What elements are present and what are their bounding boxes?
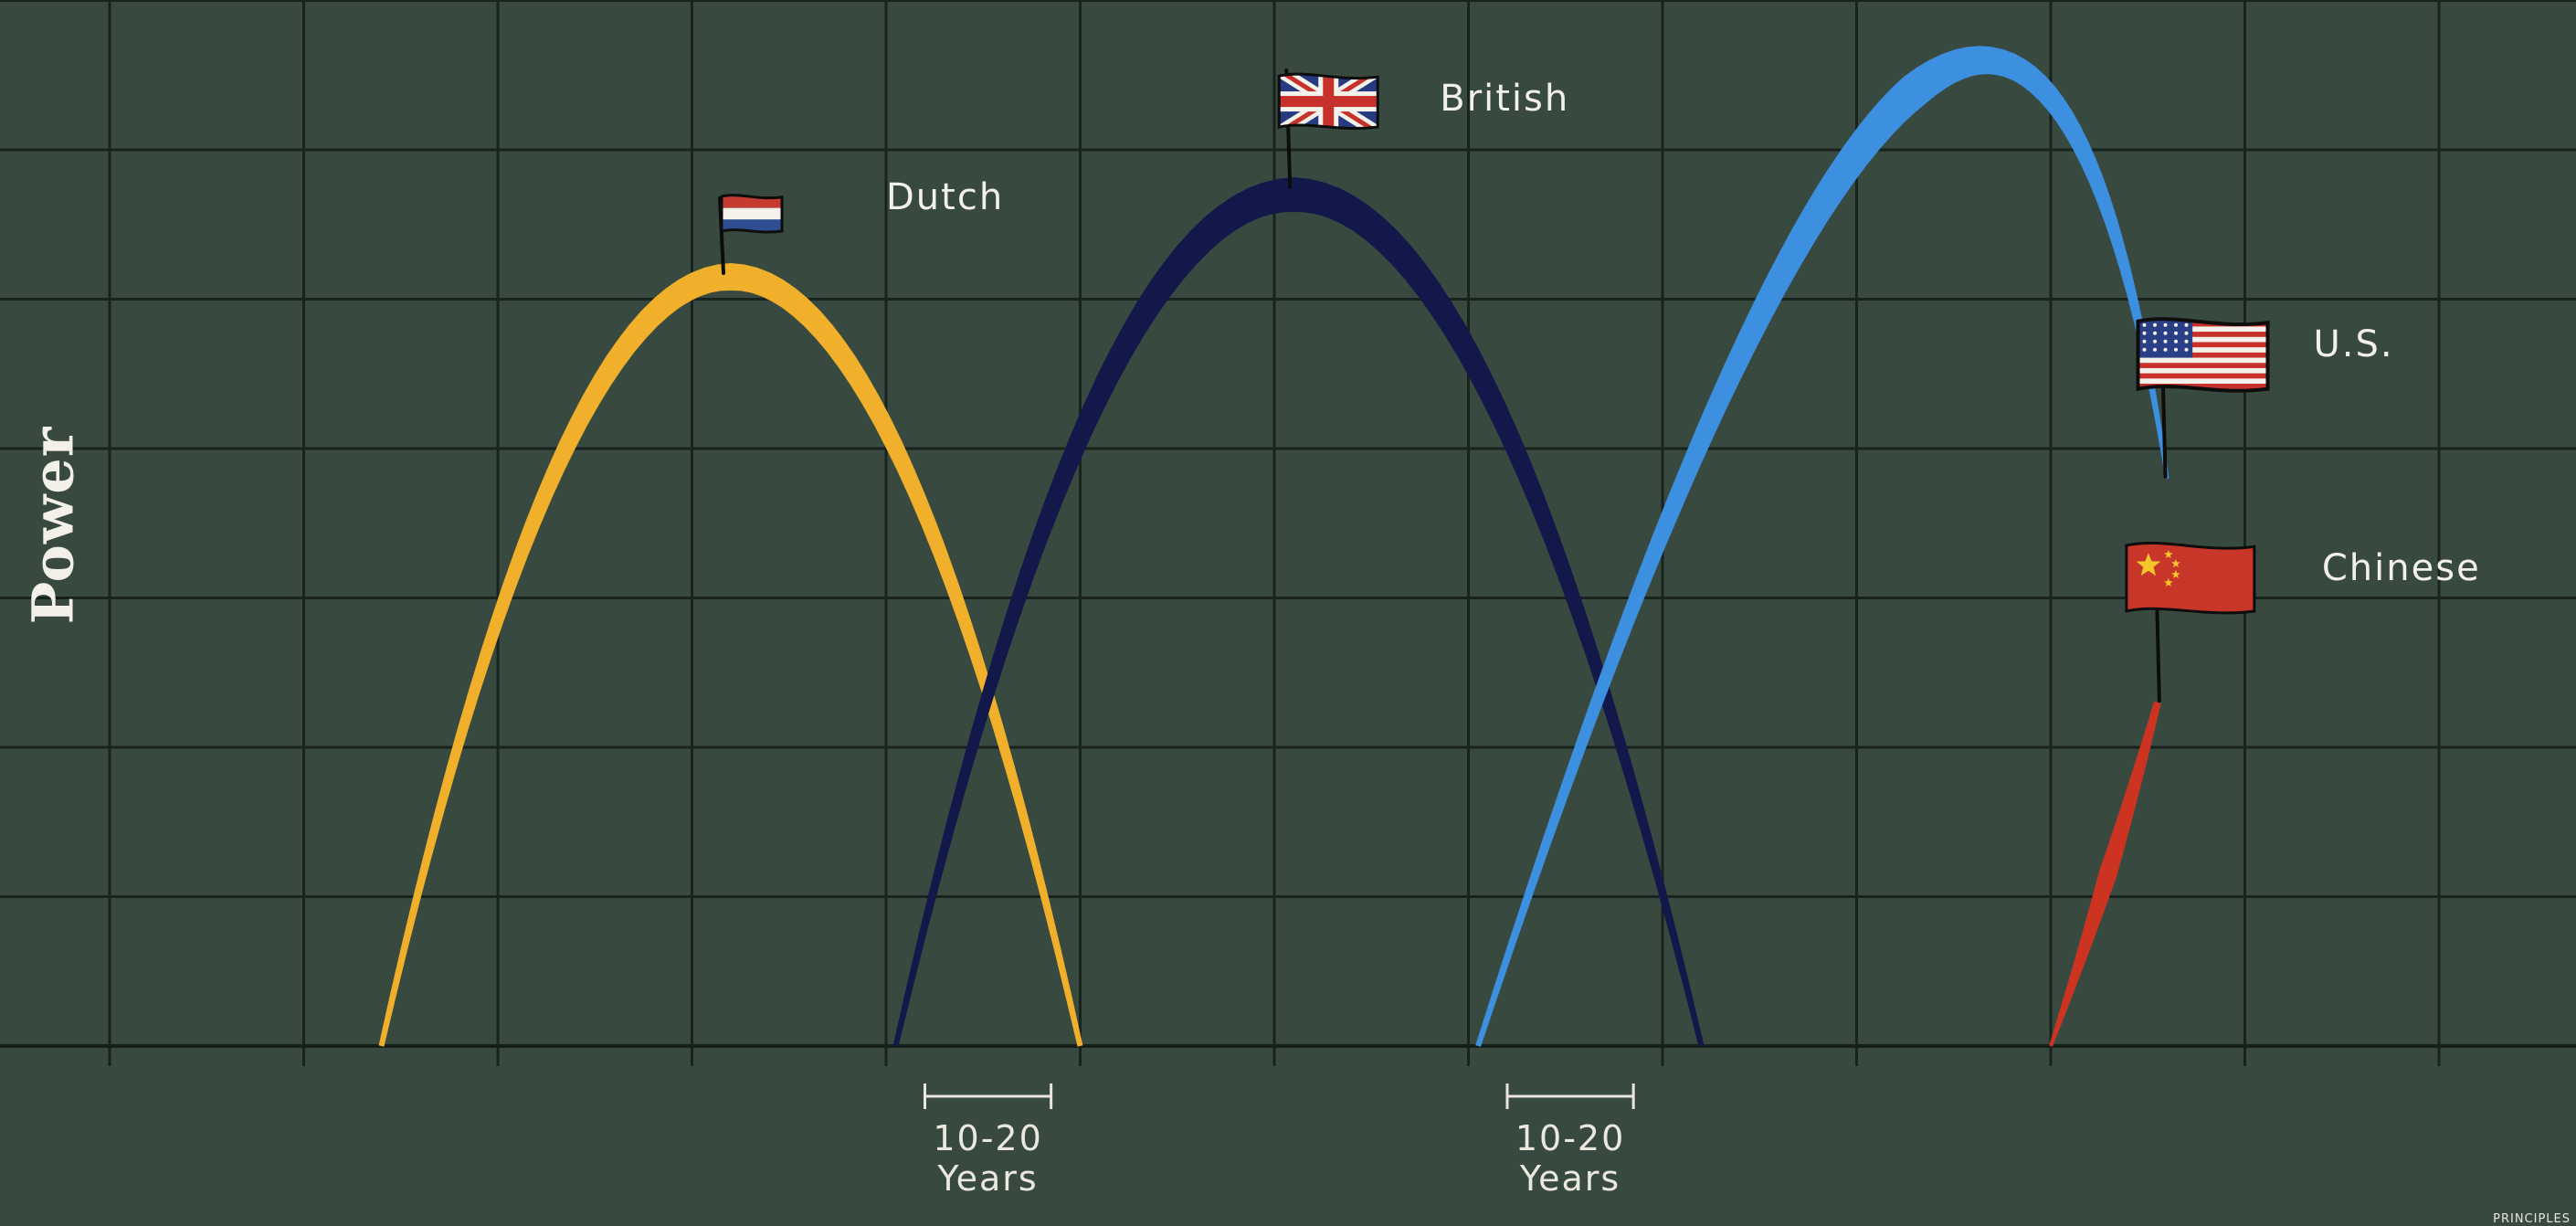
flag-star-dot	[2153, 347, 2157, 352]
gap-label-2-unit: Years	[1519, 1158, 1621, 1199]
usa-flag-icon	[2136, 317, 2270, 393]
series-label-dutch: Dutch	[886, 175, 1005, 218]
y-axis-label: Power	[19, 426, 87, 625]
flag-star-small	[2171, 559, 2180, 567]
flag-star-dot	[2174, 339, 2178, 343]
flag-star-dot	[2163, 347, 2168, 352]
flag-star-dot	[2153, 331, 2157, 335]
flag-star-dot	[2163, 339, 2168, 343]
curve-british	[892, 177, 1705, 1047]
flag-star-dot	[2142, 322, 2147, 327]
netherlands-flag-icon	[720, 194, 784, 234]
flag-star-dot	[2184, 322, 2189, 327]
chart-flags	[718, 69, 2270, 703]
chart-curves	[378, 46, 2170, 1047]
series-label-chinese: Chinese	[2321, 546, 2481, 589]
flag-cross-red	[1279, 96, 1378, 108]
gap-brackets	[924, 1083, 1635, 1109]
uk-flag-icon	[1277, 72, 1379, 131]
flag-star-dot	[2174, 322, 2178, 327]
gap-label-1: 10-20 Years	[897, 1118, 1080, 1199]
flag-star-small	[2164, 550, 2173, 558]
flag-star-dot	[2142, 347, 2147, 352]
china-flag-icon	[2125, 541, 2256, 615]
flag-stripe-red	[2138, 352, 2268, 358]
flag-outline-uk	[1277, 72, 1379, 131]
flag-star-dot	[2163, 322, 2168, 327]
curve-chinese	[2049, 701, 2161, 1047]
curve-dutch	[378, 263, 1083, 1047]
flag-star-large	[2136, 553, 2161, 576]
flag-star-dot	[2163, 331, 2168, 335]
flag-stripe-red	[2138, 332, 2268, 337]
flag-cloth-uk	[1279, 74, 1378, 129]
flag-stripe-white	[722, 207, 782, 220]
series-label-us: U.S.	[2313, 322, 2394, 365]
gap-label-1-unit: Years	[937, 1158, 1039, 1199]
gap-label-2: 10-20 Years	[1479, 1118, 1662, 1199]
flag-stripe-red	[2138, 342, 2268, 348]
flag-star-dot	[2184, 331, 2189, 335]
flag-star-dot	[2142, 339, 2147, 343]
flag-star-small	[2164, 578, 2173, 587]
gap-label-1-range: 10-20	[933, 1118, 1043, 1158]
flag-star-dot	[2153, 339, 2157, 343]
series-label-british: British	[1440, 78, 1570, 121]
flag-star-dot	[2174, 331, 2178, 335]
chart-grid	[0, 0, 2576, 1066]
flag-star-dot	[2174, 347, 2178, 352]
flag-stripe-red	[2138, 363, 2268, 368]
flag-cloth-china	[2126, 543, 2254, 613]
flag-star-dot	[2153, 322, 2157, 327]
flag-star-dot	[2184, 339, 2189, 343]
flag-star-dot	[2184, 347, 2189, 352]
flag-outline-china	[2125, 541, 2256, 615]
flag-star-dot	[2142, 331, 2147, 335]
flag-outline-dutch	[720, 194, 784, 234]
gap-label-2-range: 10-20	[1515, 1118, 1626, 1158]
flag-star-small	[2171, 570, 2180, 578]
flag-stripe-red	[2138, 373, 2268, 379]
flag-stripe-red	[2138, 384, 2268, 389]
flag-outline-us	[2136, 317, 2270, 393]
brand-watermark: PRINCIPLES	[2493, 1212, 2571, 1226]
